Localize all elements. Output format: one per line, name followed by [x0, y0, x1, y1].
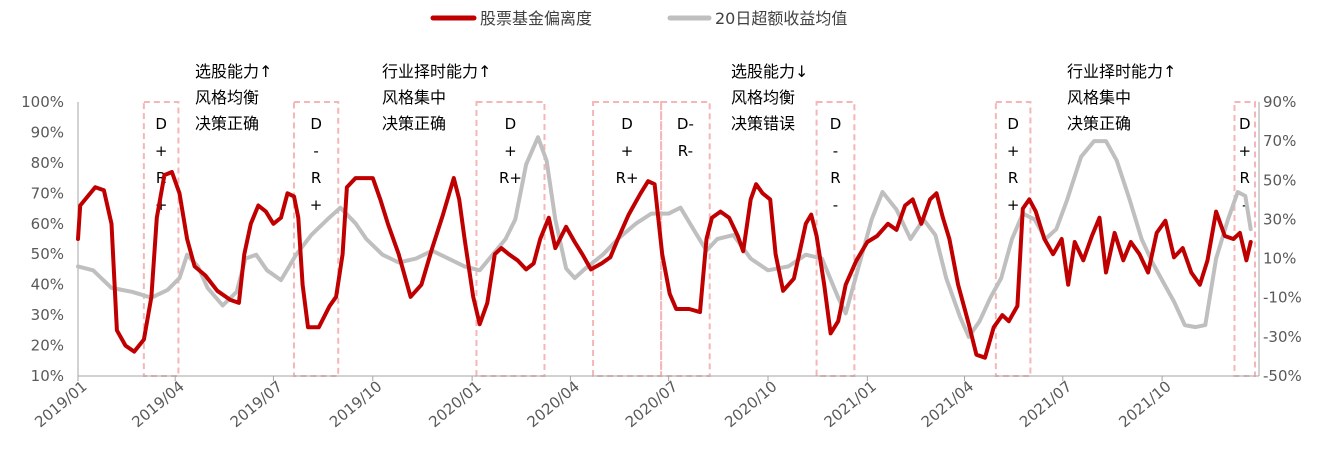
annotation-4-line-3: 决策正确	[1067, 114, 1131, 133]
highlight-window-label: -	[313, 142, 318, 160]
highlight-window-label: -	[833, 142, 838, 160]
annotation-2-line-1: 行业择时能力↑	[382, 62, 491, 81]
y-left-tick-label: 20%	[31, 337, 64, 355]
highlight-window-label: +	[1007, 196, 1020, 214]
series-line-excess-return	[76, 135, 1253, 339]
highlight-window-label: D	[310, 115, 322, 133]
annotation-3-line-2: 风格均衡	[731, 88, 795, 107]
highlight-window-label: R+	[616, 169, 639, 187]
highlight-window-label: R	[1240, 169, 1250, 187]
y-right-tick-label: -10%	[1263, 289, 1302, 307]
annotation-2: 行业择时能力↑ 风格集中 决策正确	[382, 62, 491, 133]
annotation-3: 选股能力↓ 风格均衡 决策错误	[731, 62, 808, 133]
y-right-tick-label: -50%	[1263, 367, 1302, 385]
highlight-window-label: R	[830, 169, 840, 187]
highlight-window-label: R+	[499, 169, 522, 187]
annotation-1: 选股能力↑ 风格均衡 决策正确	[195, 62, 272, 133]
y-left-tick-label: 40%	[31, 276, 64, 294]
y-right-tick-label: 10%	[1263, 250, 1296, 268]
highlight-window-box	[475, 101, 546, 377]
highlight-window-label: +	[155, 142, 168, 160]
highlight-window-label: D	[830, 115, 842, 133]
x-tick-label: 2021/07	[1016, 377, 1075, 431]
annotation-2-line-2: 风格集中	[382, 88, 446, 107]
annotation-1-line-1: 选股能力↑	[195, 62, 272, 81]
y-left-tick-label: 90%	[31, 123, 64, 141]
y-right-tick-label: 30%	[1263, 210, 1296, 228]
annotation-4: 行业择时能力↑ 风格集中 决策正确	[1067, 62, 1176, 133]
x-tick-label: 2019/10	[326, 377, 385, 431]
y-left-tick-label: 30%	[31, 306, 64, 324]
legend-label-excess: 20日超额收益均值	[715, 9, 847, 28]
highlight-window-label: -	[1242, 196, 1247, 214]
x-tick-label: 2021/10	[1115, 377, 1174, 431]
annotation-3-line-3: 决策错误	[731, 114, 795, 133]
highlight-window-label: D	[155, 115, 167, 133]
highlight-window-label: -	[833, 196, 838, 214]
highlight-window-label: D	[1007, 115, 1019, 133]
y-left-tick-label: 10%	[31, 367, 64, 385]
highlight-window-label: R	[311, 169, 321, 187]
y-left-tick-label: 50%	[31, 245, 64, 263]
y-left-tick-label: 60%	[31, 215, 64, 233]
highlight-window-label: R	[156, 169, 166, 187]
annotation-4-line-1: 行业择时能力↑	[1067, 62, 1176, 81]
annotation-3-line-1: 选股能力↓	[731, 62, 808, 81]
highlight-window-label: D	[621, 115, 633, 133]
highlight-window-label: +	[504, 142, 517, 160]
y-right-tick-label: -30%	[1263, 328, 1302, 346]
legend: 股票基金偏离度 20日超额收益均值	[430, 9, 847, 28]
highlight-window-label: D	[1239, 115, 1251, 133]
x-tick-label: 2019/01	[31, 377, 90, 431]
y-axis-right: 90% 70% 50% 30% 10% -10% -30% -50%	[1258, 93, 1302, 385]
y-right-tick-label: 70%	[1263, 132, 1296, 150]
highlight-window-label: R-	[678, 142, 693, 160]
highlight-window-label: R	[1008, 169, 1018, 187]
x-tick-label: 2021/01	[821, 377, 880, 431]
highlight-window-label: +	[621, 142, 634, 160]
x-tick-label: 2020/01	[425, 377, 484, 431]
x-tick-label: 2020/10	[721, 377, 780, 431]
y-right-tick-label: 90%	[1263, 93, 1296, 111]
x-tick-label: 2021/04	[918, 377, 977, 431]
x-axis-ticks: 2019/01 2019/04 2019/07 2019/10 2020/01 2020/…	[31, 376, 1175, 431]
y-axis-left: 100% 90% 80% 70% 60% 50% 40% 30% 20% 10%	[21, 93, 79, 385]
highlight-window-label: +	[310, 196, 323, 214]
y-left-tick-label: 100%	[21, 93, 64, 111]
legend-label-deviation: 股票基金偏离度	[480, 9, 592, 28]
x-tick-label: 2019/04	[128, 377, 187, 431]
y-left-tick-label: 70%	[31, 184, 64, 202]
x-tick-label: 2019/07	[227, 377, 286, 431]
annotation-1-line-2: 风格均衡	[195, 88, 259, 107]
annotation-4-line-2: 风格集中	[1067, 88, 1131, 107]
annotation-2-line-3: 决策正确	[382, 114, 446, 133]
series-line-deviation	[76, 170, 1253, 360]
series-layer	[76, 135, 1253, 360]
highlight-window-box	[660, 101, 711, 377]
y-left-tick-label: 80%	[31, 154, 64, 172]
highlight-window-label: +	[1007, 142, 1020, 160]
y-right-tick-label: 50%	[1263, 171, 1296, 189]
highlight-window-label: D	[505, 115, 517, 133]
annotation-1-line-3: 决策正确	[195, 114, 259, 133]
x-tick-label: 2020/07	[622, 377, 681, 431]
highlight-window-label: +	[1238, 142, 1251, 160]
x-tick-label: 2020/04	[524, 377, 583, 431]
highlight-window-label: D-	[677, 115, 694, 133]
